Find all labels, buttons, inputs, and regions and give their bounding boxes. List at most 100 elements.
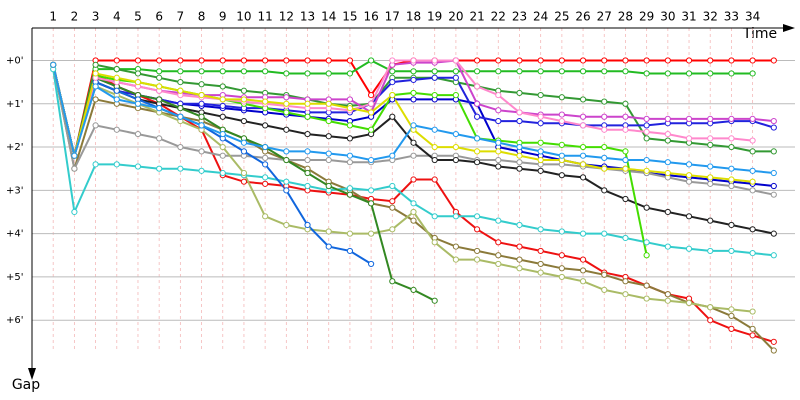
data-point bbox=[728, 165, 735, 172]
data-point bbox=[389, 182, 396, 190]
data-point bbox=[283, 187, 290, 194]
data-point bbox=[495, 68, 502, 75]
data-point bbox=[707, 135, 714, 142]
data-point bbox=[770, 124, 777, 131]
data-point bbox=[156, 135, 163, 142]
data-point bbox=[749, 70, 756, 77]
data-point bbox=[728, 57, 735, 64]
series-line bbox=[52, 59, 753, 156]
x-tick-label: 31 bbox=[681, 10, 696, 24]
data-point bbox=[495, 148, 502, 155]
data-point bbox=[410, 217, 417, 224]
data-point bbox=[346, 135, 354, 142]
data-point bbox=[664, 70, 671, 77]
x-tick-label: 15 bbox=[342, 10, 357, 24]
data-point bbox=[410, 200, 417, 207]
data-point bbox=[749, 148, 756, 155]
data-point bbox=[410, 122, 417, 129]
x-tick-label: 2 bbox=[71, 10, 79, 24]
data-point bbox=[770, 191, 777, 198]
data-point bbox=[177, 143, 184, 151]
data-point bbox=[685, 115, 693, 123]
data-point bbox=[346, 152, 354, 159]
data-point bbox=[262, 180, 269, 187]
data-point bbox=[749, 167, 756, 174]
data-point bbox=[749, 178, 756, 185]
data-point bbox=[622, 278, 629, 285]
data-point bbox=[495, 117, 502, 125]
data-point bbox=[113, 57, 120, 64]
y-tick-label: +5' bbox=[6, 272, 24, 283]
data-point bbox=[622, 113, 629, 120]
data-point bbox=[579, 256, 587, 263]
data-point bbox=[346, 247, 354, 255]
data-point bbox=[368, 126, 375, 133]
data-point bbox=[579, 174, 587, 181]
data-point bbox=[113, 66, 120, 73]
x-tick-label: 17 bbox=[385, 10, 400, 24]
data-point bbox=[240, 96, 248, 103]
data-point bbox=[113, 96, 120, 103]
data-point bbox=[579, 113, 587, 120]
data-point bbox=[749, 57, 756, 64]
data-point bbox=[198, 148, 205, 155]
data-point bbox=[558, 265, 565, 272]
data-point bbox=[622, 126, 629, 133]
data-point bbox=[156, 57, 163, 64]
data-point bbox=[537, 113, 544, 120]
data-point bbox=[283, 221, 290, 229]
data-point bbox=[516, 265, 523, 272]
data-point bbox=[452, 243, 459, 250]
data-point bbox=[156, 104, 163, 112]
data-point bbox=[452, 74, 459, 81]
data-point bbox=[325, 243, 332, 250]
data-point bbox=[346, 70, 354, 77]
data-point bbox=[537, 247, 544, 255]
data-point bbox=[240, 148, 248, 155]
data-point bbox=[325, 117, 332, 125]
data-point bbox=[452, 156, 459, 164]
data-point bbox=[749, 187, 756, 194]
data-point bbox=[707, 115, 714, 123]
data-point bbox=[410, 57, 417, 64]
data-point bbox=[770, 117, 777, 125]
data-point bbox=[240, 57, 248, 64]
data-point bbox=[240, 169, 248, 177]
data-point bbox=[219, 143, 226, 151]
data-point bbox=[579, 68, 587, 75]
data-point bbox=[749, 226, 756, 233]
data-point bbox=[219, 57, 226, 64]
data-point bbox=[537, 139, 544, 146]
data-point bbox=[431, 74, 438, 81]
data-point bbox=[707, 141, 714, 148]
data-point bbox=[473, 68, 481, 75]
data-point bbox=[304, 100, 311, 107]
data-point bbox=[262, 98, 269, 105]
data-point bbox=[495, 156, 502, 164]
data-point bbox=[579, 122, 587, 129]
x-tick-label: 29 bbox=[639, 10, 654, 24]
data-point bbox=[728, 176, 735, 183]
x-tick-label: 13 bbox=[300, 10, 315, 24]
data-point bbox=[728, 182, 735, 190]
x-tick-label: 20 bbox=[448, 10, 463, 24]
data-point bbox=[368, 200, 375, 207]
data-point bbox=[622, 100, 629, 107]
data-point bbox=[770, 148, 777, 155]
data-point bbox=[537, 57, 544, 64]
data-point bbox=[368, 260, 375, 268]
data-point bbox=[770, 57, 777, 64]
data-point bbox=[262, 143, 269, 151]
data-point bbox=[304, 156, 311, 164]
data-point bbox=[601, 143, 608, 151]
data-point bbox=[643, 239, 650, 246]
data-point bbox=[579, 230, 587, 237]
data-point bbox=[707, 317, 714, 324]
data-point bbox=[346, 104, 354, 112]
data-point bbox=[304, 113, 311, 120]
data-point bbox=[262, 213, 269, 220]
x-tick-label: 19 bbox=[427, 10, 442, 24]
data-point bbox=[473, 159, 481, 166]
data-point bbox=[664, 115, 671, 123]
